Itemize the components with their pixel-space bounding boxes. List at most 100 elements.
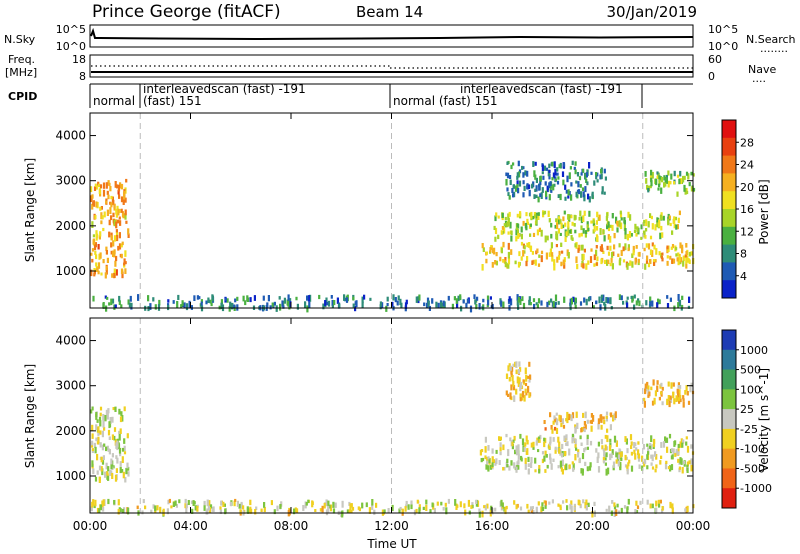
- echo-cell: [562, 179, 565, 186]
- time-axis: 00:00 04:00 08:00 12:00 16:00 20:00 00:00: [73, 113, 710, 533]
- echo-cell: [595, 172, 598, 180]
- echo-cell: [539, 181, 542, 186]
- echo-cell: [618, 243, 621, 248]
- echo-cell: [101, 468, 104, 476]
- echo-cell: [650, 180, 653, 187]
- echo-cell: [692, 173, 695, 177]
- echo-cell: [219, 509, 222, 514]
- echo-cell: [398, 508, 401, 514]
- echo-cell: [425, 499, 428, 505]
- echo-cell: [511, 375, 514, 382]
- echo-cell: [655, 248, 658, 255]
- echo-cell: [611, 500, 614, 504]
- echo-cell: [589, 420, 592, 424]
- echo-cell: [638, 300, 641, 307]
- echo-cell: [332, 508, 336, 514]
- velocity-ylabel: Slant Range [km]: [23, 364, 37, 468]
- echo-cell: [510, 368, 513, 375]
- echo-cell: [677, 302, 680, 309]
- echo-cell: [584, 186, 587, 193]
- echo-cell: [582, 412, 585, 418]
- echo-cell: [583, 421, 586, 426]
- echo-cell: [635, 245, 638, 249]
- echo-cell: [110, 242, 113, 248]
- echo-cell: [553, 418, 556, 423]
- echo-cell: [600, 439, 603, 445]
- echo-cell: [113, 251, 116, 258]
- echo-cell: [603, 235, 606, 242]
- echo-cell: [90, 269, 93, 277]
- echo-cell: [624, 436, 627, 442]
- echo-cell: [111, 196, 114, 203]
- echo-cell: [519, 211, 522, 217]
- echo-cell: [580, 172, 583, 176]
- echo-cell: [127, 299, 130, 305]
- echo-cell: [102, 259, 105, 264]
- echo-cell: [117, 508, 120, 515]
- echo-cell: [121, 271, 124, 279]
- echo-cell: [318, 294, 321, 300]
- echo-cell: [623, 224, 626, 231]
- echo-cell: [529, 223, 532, 227]
- echo-cell: [494, 260, 497, 265]
- echo-cell: [234, 298, 237, 303]
- echo-cell: [582, 228, 585, 234]
- echo-cell: [532, 232, 536, 237]
- echo-cell: [569, 229, 572, 234]
- echo-cell: [626, 302, 629, 309]
- echo-cell: [538, 468, 541, 474]
- echo-cell: [379, 304, 382, 310]
- echo-cell: [612, 251, 615, 256]
- colorbar-swatch: [722, 191, 736, 210]
- echo-cell: [523, 446, 526, 452]
- echo-cell: [570, 414, 573, 422]
- echo-cell: [510, 235, 513, 242]
- echo-cell: [535, 212, 538, 219]
- echo-cell: [440, 301, 443, 308]
- echo-cell: [679, 261, 682, 265]
- range-tick-label: 1000: [55, 264, 86, 278]
- echo-cell: [567, 252, 570, 259]
- echo-cell: [600, 258, 603, 265]
- echo-cell: [640, 236, 643, 240]
- echo-cell: [515, 388, 518, 395]
- echo-cell: [650, 454, 653, 459]
- echo-cell: [556, 180, 560, 185]
- cpid-segment-2-name: interleavedscan (fast) -191: [143, 82, 306, 96]
- echo-cell: [643, 397, 646, 402]
- echo-cell: [92, 468, 95, 475]
- echo-cell: [346, 509, 349, 514]
- time-tick-label: 08:00: [274, 519, 309, 533]
- echo-cell: [632, 250, 635, 256]
- echo-cell: [495, 458, 498, 465]
- echo-cell: [649, 249, 653, 255]
- echo-cell: [523, 394, 526, 402]
- echo-cell: [526, 170, 529, 177]
- echo-cell: [127, 507, 130, 515]
- echo-cell: [514, 361, 517, 367]
- echo-cell: [630, 441, 633, 446]
- colorbar-tick-label: -500: [740, 462, 765, 475]
- colorbar-swatch: [722, 226, 736, 246]
- echo-cell: [516, 180, 519, 187]
- echo-cell: [641, 465, 644, 471]
- echo-cell: [631, 253, 634, 258]
- echo-cell: [584, 411, 587, 419]
- echo-cell: [105, 305, 108, 312]
- echo-cell: [589, 256, 593, 263]
- echo-cell: [653, 397, 656, 405]
- echo-cell: [387, 508, 390, 513]
- echo-cell: [549, 457, 552, 464]
- echo-cell: [600, 244, 603, 249]
- echo-cell: [105, 182, 108, 189]
- echo-cell: [585, 263, 588, 270]
- echo-cell: [647, 451, 650, 455]
- echo-cell: [98, 235, 101, 240]
- echo-cell: [249, 297, 252, 303]
- echo-cell: [578, 233, 581, 238]
- echo-cell: [567, 189, 570, 196]
- echo-cell: [669, 255, 672, 260]
- echo-cell: [110, 202, 113, 208]
- echo-cell: [580, 225, 583, 231]
